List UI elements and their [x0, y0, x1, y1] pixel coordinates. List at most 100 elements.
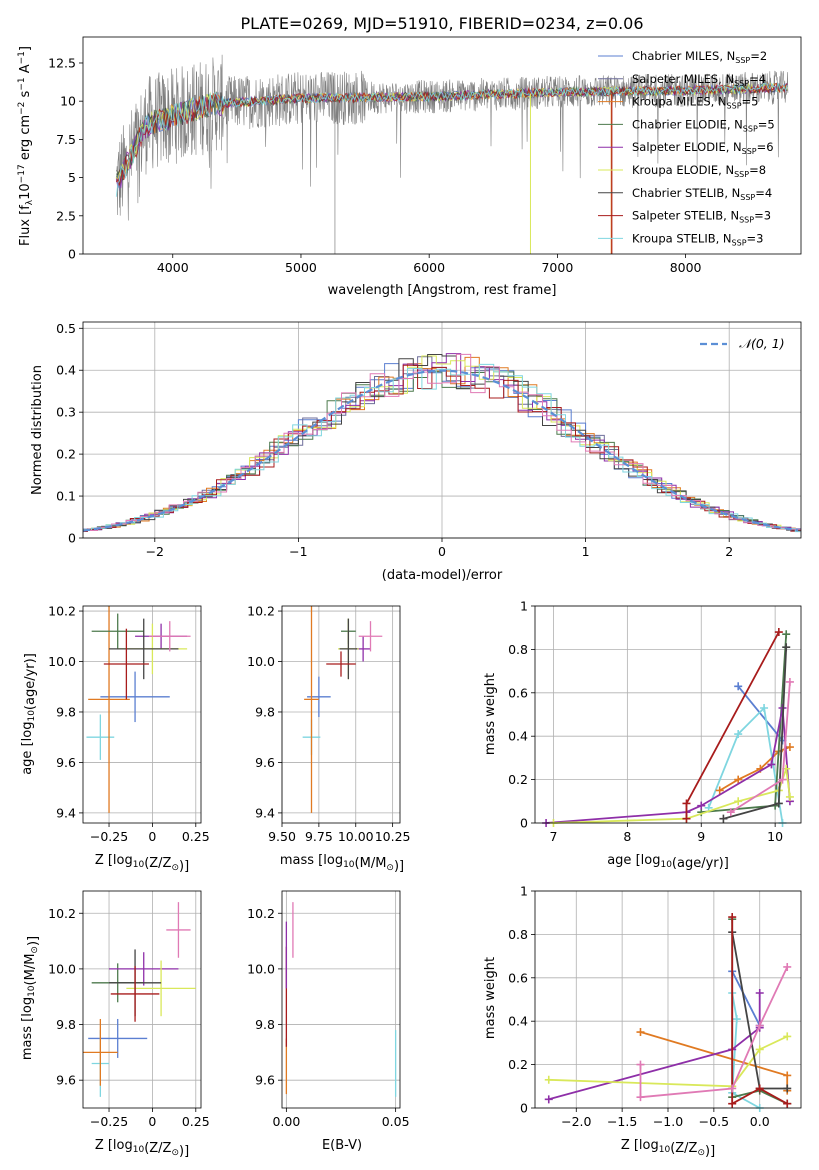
series-marker-2	[785, 743, 794, 752]
legend-label-normal: 𝒩(0, 1)	[739, 336, 785, 351]
x-tick-label: 0	[438, 544, 446, 559]
y-tick-label: 12.5	[48, 55, 76, 70]
y-tick-label: 2.5	[56, 208, 76, 223]
y-tick-label: 9.6	[255, 755, 275, 770]
x-tick-label: 10.25	[375, 829, 411, 844]
y-tick-label: 0	[520, 1101, 528, 1116]
y-axis-label: mass weight	[483, 957, 498, 1039]
x-tick-label: −2.0	[561, 1114, 591, 1129]
y-tick-label: 0.4	[56, 363, 76, 378]
panel-age-vs-Z: −0.25 0 0.25 9.4 9.6 9.8 10.0 10.2	[48, 604, 210, 844]
axes-frame	[534, 890, 802, 1109]
y-tick-label: 0.5	[56, 321, 76, 336]
legend-label-6: Chabrier STELIB, NSSP=4	[632, 186, 772, 202]
series-marker-8	[785, 677, 794, 686]
y-axis-label: mass weight	[483, 673, 498, 755]
y-tick-label: 10.0	[247, 654, 275, 669]
y-tick-label: 7.5	[56, 132, 76, 147]
panel-spectrum: 4000 5000 6000 7000 8000 0 2.5 5 7.5 10 12.5 Chabri…	[48, 36, 802, 275]
x-tick-label: −1.0	[653, 1114, 683, 1129]
y-axis-label: Normed distribution	[30, 365, 45, 495]
x-tick-label: 9.75	[305, 829, 333, 844]
x-tick-label: 8000	[670, 260, 702, 275]
x-axis-label: Z [log10(Z/Z⊙)]	[95, 1138, 189, 1159]
series-marker-1	[732, 1015, 741, 1024]
y-tick-label: 0.8	[508, 927, 528, 942]
y-axis-label: Flux [fλ10−17 erg cm−2 s−1 A−1]	[17, 46, 35, 246]
x-tick-label: −1.5	[607, 1114, 637, 1129]
axes-frame	[534, 605, 802, 824]
axes-frame	[281, 605, 401, 824]
x-tick-label: 8	[623, 829, 631, 844]
x-tick-label: 0.25	[182, 1114, 210, 1129]
x-tick-label: 9.50	[268, 829, 296, 844]
legend-label-2: Kroupa MILES, NSSP=5	[632, 95, 758, 111]
series-marker-5	[785, 792, 794, 801]
y-axis-label: age [log10(age/yr)]	[20, 653, 38, 775]
y-tick-label: 0.2	[508, 1057, 528, 1072]
y-tick-label: 9.8	[255, 704, 275, 719]
series-marker-5	[783, 1032, 792, 1041]
series-marker-8	[636, 1093, 645, 1102]
model-line-8	[115, 81, 788, 197]
y-tick-label: 0.2	[56, 447, 76, 462]
y-tick-label: 0.3	[56, 405, 76, 420]
y-tick-label: 5	[68, 170, 76, 185]
series-marker-4	[544, 1095, 553, 1104]
panel-mass-weight-vs-Z: −2.0 −1.5 −1.0 −0.5 0.0 0 0.2 0.4 0.6 0.8 1	[508, 884, 802, 1129]
x-tick-label: 0	[148, 1114, 156, 1129]
x-axis-label: Z [log10(Z/Z⊙)]	[621, 1138, 715, 1159]
series-marker-8	[728, 1084, 737, 1093]
y-tick-label: 9.6	[255, 1073, 275, 1088]
series-marker-2	[715, 786, 724, 795]
series-marker-7	[783, 1099, 792, 1108]
y-tick-label: 9.8	[56, 704, 76, 719]
series-marker-7	[774, 628, 783, 637]
panel-residuals: −2 −1 0 1 2 0 0.1 0.2 0.3 0.4 0.5 𝒩(0, 1)	[56, 321, 802, 559]
series-marker-8	[726, 808, 735, 817]
y-tick-label: 10.2	[247, 604, 275, 619]
panel-mass-vs-EBV: 0.00 0.05 9.6 9.8 10.0 10.2	[247, 890, 410, 1129]
series-marker-1	[760, 703, 769, 712]
y-tick-label: 0.1	[56, 489, 76, 504]
x-axis-label: wavelength [Angstrom, rest frame]	[328, 283, 557, 298]
y-tick-label: 9.8	[56, 1017, 76, 1032]
series-line-1	[731, 992, 761, 1109]
y-tick-label: 9.8	[255, 1017, 275, 1032]
y-tick-label: 9.6	[56, 755, 76, 770]
series-marker-2	[783, 1071, 792, 1080]
series-line-4	[546, 707, 791, 824]
legend-label-3: Chabrier ELODIE, NSSP=5	[632, 117, 775, 133]
x-tick-label: −0.25	[90, 829, 128, 844]
y-tick-label: 0.6	[508, 970, 528, 985]
series-marker-7	[682, 799, 691, 808]
y-tick-label: 0.4	[508, 1014, 528, 1029]
x-tick-label: 4000	[157, 260, 189, 275]
axes-frame	[281, 890, 401, 1109]
series-marker-4	[755, 988, 764, 997]
residual-histograms	[83, 353, 801, 533]
y-tick-label: 9.4	[56, 805, 76, 820]
y-tick-label: 0.6	[508, 685, 528, 700]
x-tick-label: 9	[697, 829, 705, 844]
y-tick-label: 1	[520, 884, 528, 899]
x-tick-label: −2	[146, 544, 164, 559]
y-tick-label: 10.2	[48, 604, 76, 619]
y-tick-label: 10.0	[48, 654, 76, 669]
x-tick-label: 0.05	[382, 1114, 410, 1129]
panel-mass-weight-vs-age: 7 8 9 10 0 0.2 0.4 0.6 0.8 1	[508, 599, 802, 844]
axes-frame	[82, 605, 202, 824]
y-tick-label: 10.0	[247, 961, 275, 976]
points-mass-vs-EBV	[285, 902, 397, 1097]
x-tick-label: 10.00	[338, 829, 374, 844]
series-marker-7	[728, 1099, 737, 1108]
x-tick-label: 10	[767, 829, 783, 844]
y-tick-label: 10.0	[48, 961, 76, 976]
series-line-1	[707, 706, 784, 824]
series-marker-7	[682, 814, 691, 823]
series-marker-4	[767, 760, 776, 769]
x-tick-label: −1	[289, 544, 307, 559]
legend-label-5: Kroupa ELODIE, NSSP=8	[632, 163, 766, 179]
normal-curve	[83, 369, 799, 532]
x-tick-label: 0	[148, 829, 156, 844]
